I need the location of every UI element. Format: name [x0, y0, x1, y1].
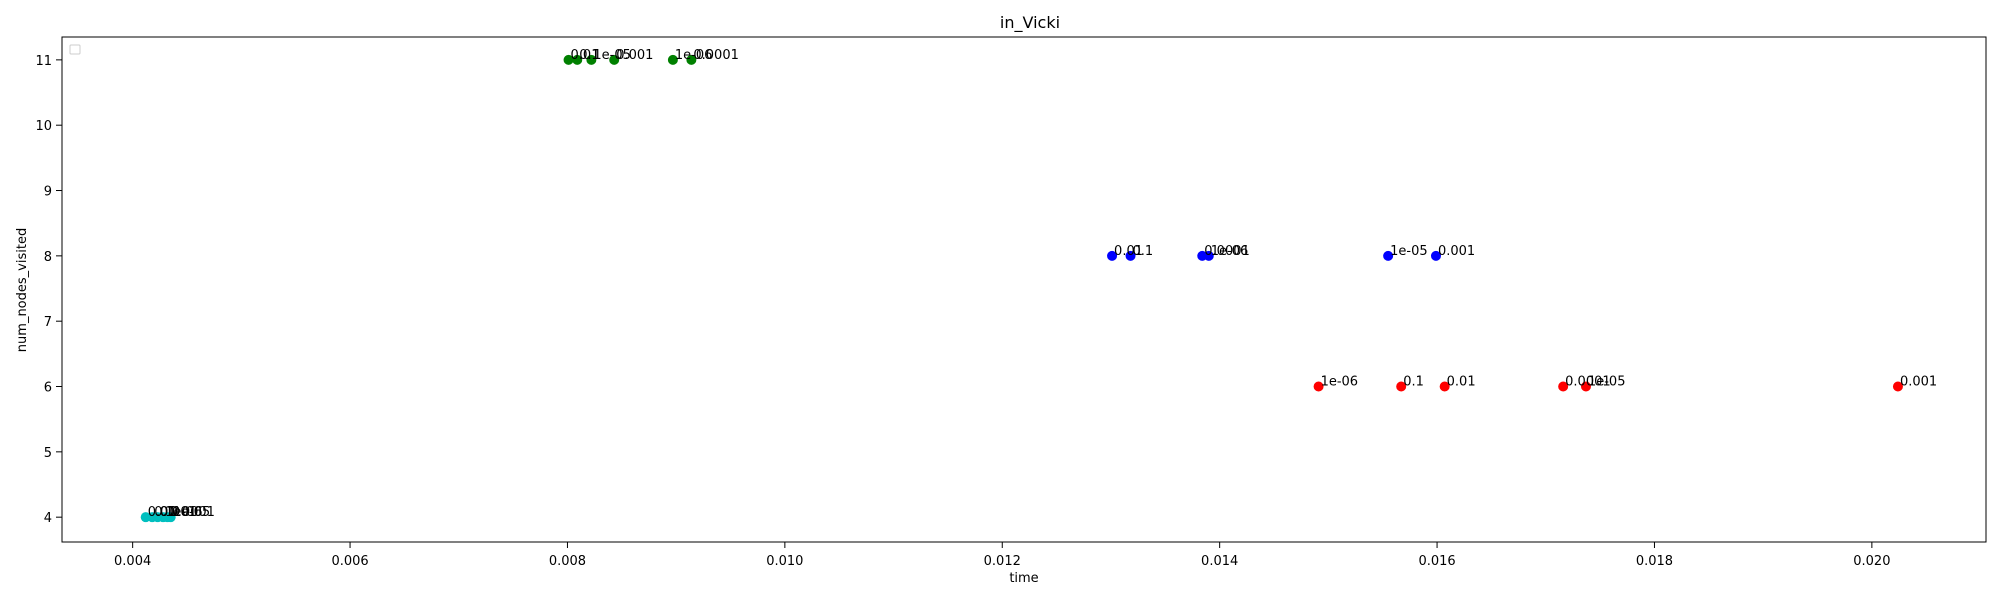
scatter-point: [1313, 381, 1324, 392]
y-tick-label: 11: [35, 54, 52, 69]
y-tick-label: 4: [44, 511, 52, 526]
data-label: 0.001: [160, 505, 197, 520]
data-label: 1e-06: [1211, 244, 1249, 259]
y-tick-label: 9: [44, 185, 52, 200]
data-label: 0.01: [148, 505, 177, 520]
data-label: 1e-06: [675, 48, 713, 63]
scatter-point: [1430, 250, 1441, 261]
x-tick-label: 0.008: [549, 554, 586, 569]
chart-title: in_Vicki: [1000, 13, 1060, 33]
data-label: 0.01: [1447, 375, 1476, 390]
data-label: 0.001: [1900, 375, 1937, 390]
y-axis-label: num_nodes_visited: [15, 228, 30, 352]
data-label: 1e-06: [1321, 375, 1359, 390]
data-label: 0.001: [1438, 244, 1475, 259]
scatter-point: [1203, 250, 1214, 261]
data-label: 0.1: [154, 505, 175, 520]
data-label: 0.0001: [169, 505, 215, 520]
scatter-point: [1396, 381, 1407, 392]
data-label: 1e-06: [165, 505, 203, 520]
data-label: 0.0001: [1565, 375, 1611, 390]
scatter-point: [609, 54, 620, 65]
scatter-point: [572, 54, 583, 65]
scatter-point: [165, 512, 176, 523]
y-tick-label: 7: [44, 315, 52, 330]
scatter-point: [667, 54, 678, 65]
data-label: 1e-05: [1588, 375, 1626, 390]
x-tick-label: 0.016: [1418, 554, 1455, 569]
data-label: 0.01: [1114, 244, 1143, 259]
x-tick-label: 0.004: [114, 554, 151, 569]
data-label: 0.01: [571, 48, 600, 63]
scatter-point: [1125, 250, 1136, 261]
x-tick-label: 0.020: [1853, 554, 1890, 569]
scatter-point: [563, 54, 574, 65]
scatter-point: [1439, 381, 1450, 392]
data-points: [140, 54, 1903, 523]
y-tick-label: 5: [44, 446, 52, 461]
data-label: 1e-05: [1390, 244, 1428, 259]
x-axis: 0.004 0.006 0.008 0.010 0.012 0.014 0.016 0.018…: [114, 542, 1890, 569]
x-tick-label: 0.010: [766, 554, 803, 569]
data-label: 1e-05: [593, 48, 631, 63]
data-label: 1e-05: [173, 505, 211, 520]
data-label: 0.0001: [1204, 244, 1250, 259]
y-tick-label: 8: [44, 250, 52, 265]
data-label: 0.1: [1403, 375, 1424, 390]
scatter-point: [1383, 250, 1394, 261]
x-tick-label: 0.014: [1201, 554, 1238, 569]
scatter-point: [1580, 381, 1591, 392]
x-tick-label: 0.006: [331, 554, 368, 569]
legend-box: [69, 44, 81, 55]
scatter-point: [686, 54, 697, 65]
scatter-point: [1558, 381, 1569, 392]
y-axis: 4 5 6 7 8 9 10 11: [35, 54, 62, 526]
data-label: 0.0001: [693, 48, 739, 63]
plot-frame: [61, 36, 1987, 543]
x-tick-label: 0.012: [984, 554, 1021, 569]
data-label: 0.001: [616, 48, 653, 63]
scatter-point: [586, 54, 597, 65]
data-label: 0.1: [579, 48, 600, 63]
scatter-point: [1107, 250, 1118, 261]
x-axis-label: time: [1009, 571, 1038, 586]
y-tick-label: 6: [44, 381, 52, 396]
x-tick-label: 0.018: [1636, 554, 1673, 569]
y-tick-label: 10: [35, 119, 52, 134]
data-label: 0.1: [1133, 244, 1154, 259]
scatter-point: [1892, 381, 1903, 392]
